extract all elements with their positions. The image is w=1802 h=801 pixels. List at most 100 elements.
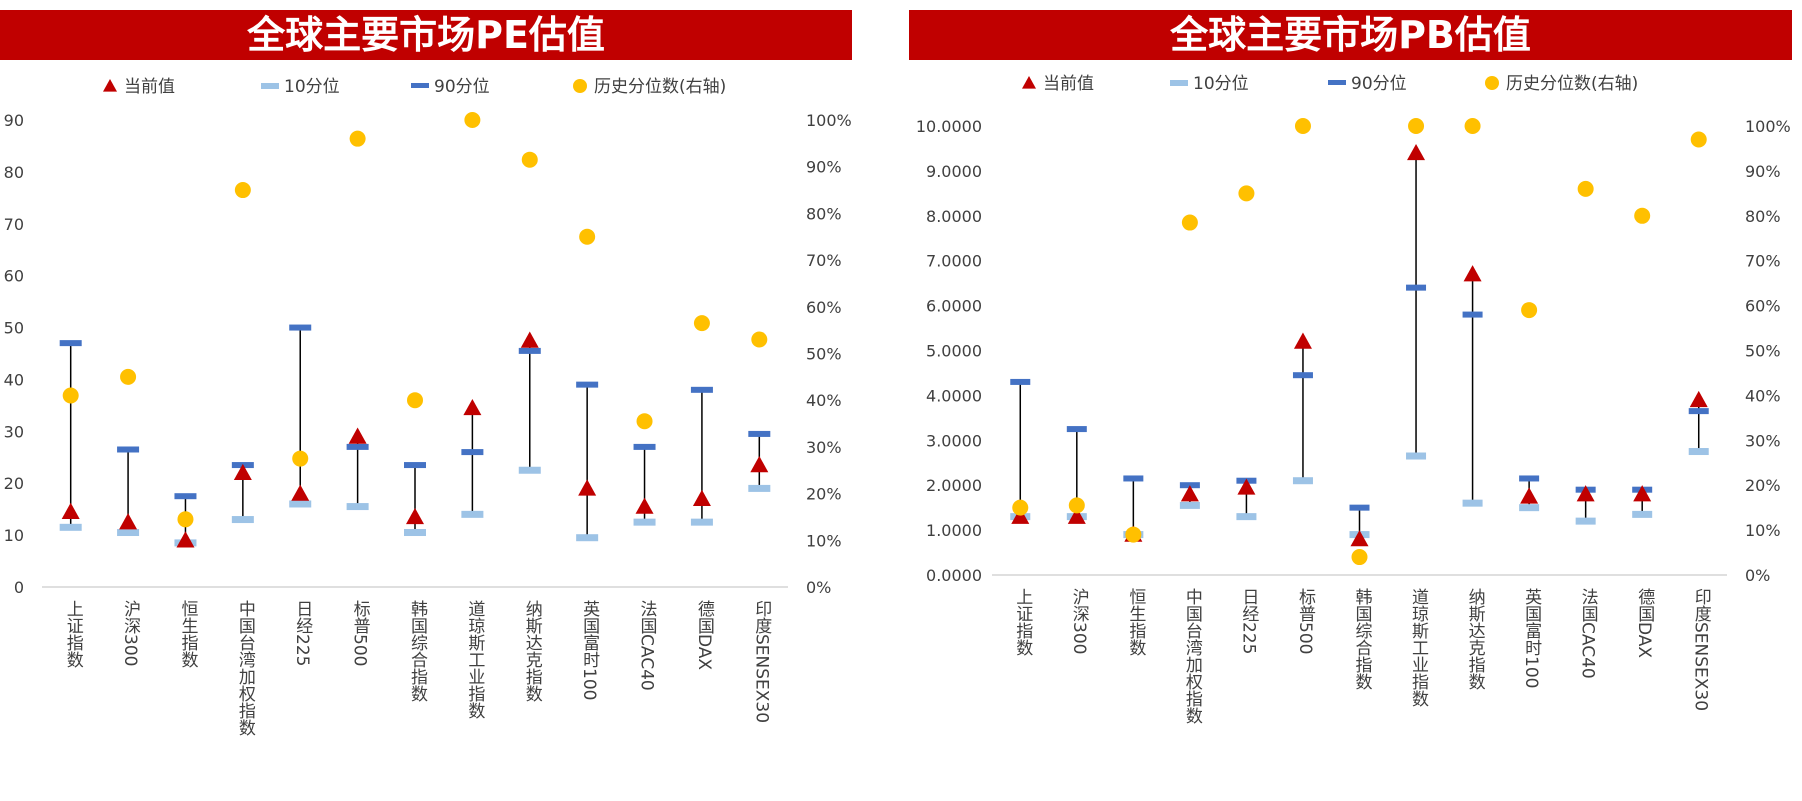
pb-p10-marker	[1236, 513, 1257, 521]
pe-percentile-dot	[693, 315, 710, 332]
pb-p10-marker	[1519, 504, 1540, 512]
pb-y2-tick-label: 90%	[1745, 162, 1781, 181]
pe-category-label: 法国CAC40	[637, 600, 658, 691]
pe-category-label: 日经225	[292, 600, 313, 666]
pb-current-marker	[1689, 390, 1708, 408]
pb-category-label: 上证指数	[1012, 588, 1033, 656]
pe-y-tick-label: 60	[4, 267, 24, 286]
pb-legend-pct-icon	[1485, 76, 1499, 90]
pe-category-label: 韩国综合指数	[407, 600, 428, 702]
pe-y-tick-label: 80	[4, 163, 24, 182]
pe-p10-marker	[59, 523, 82, 531]
pb-y-tick-label: 6.0000	[926, 297, 982, 316]
pb-percentile-dot	[1181, 214, 1198, 231]
pb-current-marker	[1407, 143, 1426, 161]
pb-chart: 0.0000 1.0000 2.0000 3.0000 4.0000 5.0000 6.00…	[916, 74, 1791, 724]
pb-y-tick-label: 2.0000	[926, 476, 982, 495]
pb-p10-marker	[1179, 501, 1200, 509]
pe-p10-marker	[461, 510, 484, 518]
pe-p90-marker	[518, 347, 541, 354]
pe-p90-marker	[633, 443, 656, 450]
pb-current-marker	[1463, 265, 1482, 282]
pb-category-label: 标普500	[1295, 588, 1316, 654]
pe-current-marker	[692, 489, 711, 506]
pe-current-marker	[406, 507, 424, 525]
pb-category-label: 纳斯达克指数	[1465, 588, 1486, 690]
pe-p10-marker	[748, 484, 771, 492]
pe-p90-marker	[289, 324, 312, 331]
pe-current-marker	[348, 427, 367, 444]
pe-legend-pct-label: 历史分位数(右轴)	[594, 77, 726, 97]
pe-current-marker	[176, 531, 195, 548]
pb-y-tick-label: 1.0000	[926, 521, 982, 540]
pe-y-tick-label: 20	[4, 474, 24, 493]
pe-p90-marker	[690, 386, 713, 393]
pb-y2-tick-label: 20%	[1745, 476, 1781, 495]
pe-legend-pct-icon	[573, 79, 587, 93]
pe-y2-tick-label: 50%	[806, 345, 842, 364]
pe-category-label: 中国台湾加权指数	[235, 600, 256, 736]
pe-percentile-dot	[521, 151, 538, 168]
pe-percentile-dot	[234, 182, 251, 199]
pe-y-tick-label: 40	[4, 370, 24, 389]
pb-percentile-dot	[1068, 497, 1085, 514]
pb-percentile-dot	[1521, 302, 1538, 319]
pe-y2-tick-label: 70%	[806, 251, 842, 270]
pb-percentile-dot	[1238, 185, 1255, 202]
pe-y-tick-label: 90	[4, 111, 24, 130]
pb-y2-tick-label: 100%	[1745, 117, 1791, 136]
pe-chart-title: 全球主要市场PE估值	[0, 10, 852, 60]
pe-percentile-dot	[751, 331, 768, 348]
pb-current-marker	[1293, 332, 1312, 349]
pe-p10-marker	[518, 466, 541, 474]
pe-y2-tick-label: 30%	[806, 438, 842, 457]
pb-legend-current-icon	[1022, 76, 1036, 89]
pb-y2-tick-label: 60%	[1745, 297, 1781, 316]
pb-y-tick-label: 5.0000	[926, 342, 982, 361]
pb-percentile-dot	[1408, 118, 1425, 134]
pe-p10-marker	[576, 534, 599, 542]
pe-p10-marker	[690, 518, 713, 526]
pb-p90-marker	[1462, 311, 1483, 318]
pb-category-label: 中国台湾加权指数	[1182, 588, 1203, 724]
pe-category-label: 沪深300	[120, 600, 141, 666]
pe-percentile-dot	[292, 450, 309, 467]
pe-legend-current-icon	[103, 79, 117, 92]
pb-y-tick-label: 8.0000	[926, 207, 982, 226]
pe-p90-marker	[576, 381, 599, 388]
pe-p10-marker	[404, 529, 426, 537]
pb-p10-marker	[1688, 448, 1709, 456]
pb-category-label: 恒生指数	[1125, 588, 1146, 656]
pb-percentile-dot	[1634, 207, 1651, 224]
pb-category-label: 沪深300	[1069, 588, 1090, 654]
pb-p10-marker	[1632, 510, 1653, 518]
pe-y2-tick-label: 0%	[806, 578, 831, 597]
pb-category-label: 印度SENSEX30	[1691, 588, 1712, 711]
pe-category-label: 标普500	[350, 600, 371, 666]
pe-percentile-dot	[177, 511, 194, 528]
pb-y2-tick-label: 30%	[1745, 431, 1781, 450]
pb-y2-tick-label: 10%	[1745, 521, 1781, 540]
pb-y2-tick-label: 80%	[1745, 207, 1781, 226]
pb-current-marker	[1633, 485, 1652, 502]
pe-p90-marker	[59, 340, 82, 347]
pe-current-marker	[291, 484, 310, 501]
pb-category-label: 英国富时100	[1521, 588, 1542, 688]
pe-percentile-dot	[407, 392, 423, 409]
pe-category-label: 印度SENSEX30	[751, 600, 772, 723]
pb-percentile-dot	[1294, 118, 1311, 134]
pe-category-label: 英国富时100	[579, 600, 600, 700]
pe-y2-tick-label: 80%	[806, 204, 842, 223]
pb-category-label: 道琼斯工业指数	[1408, 588, 1429, 707]
pe-current-marker	[578, 479, 597, 496]
pb-current-marker	[1067, 507, 1086, 524]
pe-current-marker	[635, 497, 654, 514]
pe-percentile-dot	[636, 413, 653, 430]
pe-y2-tick-label: 90%	[806, 158, 842, 177]
pe-p10-marker	[117, 529, 140, 537]
pb-y-tick-label: 7.0000	[926, 252, 982, 271]
pb-y2-tick-label: 50%	[1745, 342, 1781, 361]
pb-current-marker	[1011, 507, 1030, 524]
pb-percentile-dot	[1577, 180, 1594, 197]
pe-p10-marker	[231, 516, 254, 524]
